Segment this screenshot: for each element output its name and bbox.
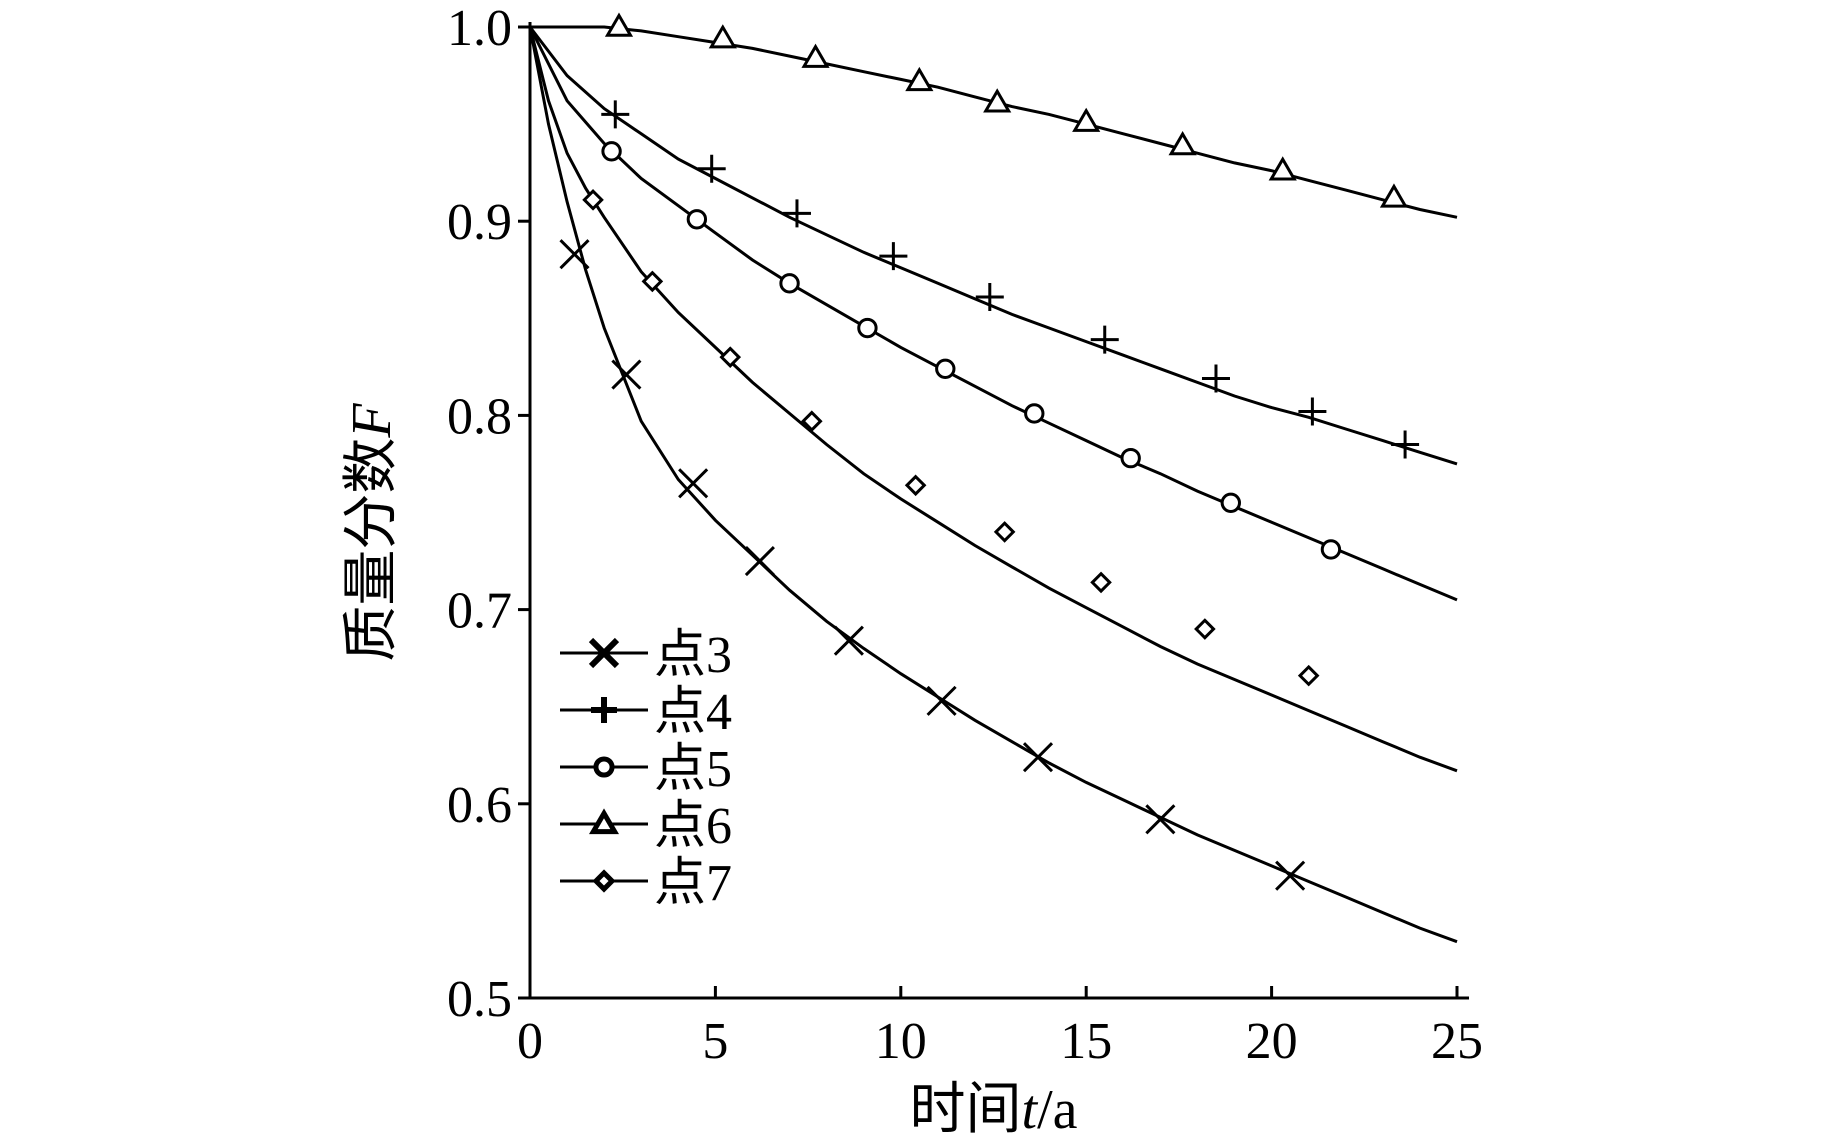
series — [528, 26, 1458, 944]
x-tick-label: 10 — [875, 1013, 927, 1070]
data-point — [582, 189, 604, 211]
data-point — [993, 521, 1016, 543]
legend-marker — [592, 869, 616, 893]
data-point — [719, 346, 742, 368]
y-tick-label: 1.0 — [447, 0, 512, 57]
data-point — [601, 100, 630, 129]
data-point — [1168, 130, 1197, 156]
axes: 0 5 10 15 20 25 0.5 0.6 0.7 0.8 0.9 1.0 — [447, 0, 1483, 1070]
data-point — [1391, 430, 1420, 459]
legend-label: 点3 — [654, 627, 732, 684]
series-line — [528, 26, 1458, 602]
y-tick-label: 0.9 — [447, 194, 512, 251]
data-point — [1275, 860, 1306, 891]
data-point — [1201, 364, 1230, 393]
data-point — [697, 154, 726, 183]
data-point — [833, 625, 864, 656]
data-point — [801, 410, 823, 433]
series-line — [528, 26, 1458, 466]
data-point — [1024, 403, 1045, 424]
legend-entry: 点4 — [560, 684, 732, 741]
data-point — [1298, 397, 1327, 426]
data-point — [1072, 107, 1101, 132]
plot-area — [528, 12, 1458, 944]
x-axis-title-variable: t — [1022, 1079, 1039, 1137]
x-axis-title: 时间t/a — [910, 1079, 1078, 1137]
data-point — [601, 141, 622, 162]
data-point — [1090, 325, 1119, 354]
data-point — [779, 273, 800, 294]
legend-entry: 点5 — [560, 741, 732, 798]
y-axis-title-prefix: 质量分数 — [341, 438, 403, 662]
data-point — [975, 282, 1004, 311]
y-tick-label: 0.6 — [447, 777, 512, 834]
legend-marker — [588, 637, 620, 669]
legend-label: 点7 — [654, 855, 732, 912]
x-tick-label: 5 — [702, 1013, 728, 1070]
data-point — [686, 209, 708, 230]
x-axis-title-prefix: 时间 — [910, 1079, 1022, 1137]
x-tick-label: 15 — [1060, 1013, 1112, 1070]
legend-label: 点6 — [654, 798, 732, 855]
x-tick-label: 20 — [1246, 1013, 1298, 1070]
legend-marker — [593, 756, 615, 778]
data-point — [1090, 571, 1112, 594]
data-point — [559, 239, 590, 270]
data-point — [879, 242, 908, 271]
data-point — [744, 545, 775, 577]
data-point — [1022, 742, 1054, 773]
series — [528, 26, 1458, 466]
series — [528, 26, 1458, 602]
series-line — [528, 26, 1458, 773]
data-point — [641, 270, 664, 293]
data-point — [782, 199, 811, 228]
legend-marker — [588, 808, 620, 835]
data-point — [983, 88, 1012, 113]
legend-entry: 点3 — [560, 627, 732, 684]
data-point — [905, 66, 934, 92]
data-point — [1220, 492, 1241, 513]
legend-label: 点4 — [654, 684, 732, 741]
data-point — [1145, 804, 1176, 835]
y-axis-title-variable: F — [341, 403, 403, 439]
y-tick-label: 0.8 — [447, 388, 512, 445]
data-point — [1120, 447, 1141, 469]
series-line — [530, 25, 1458, 219]
data-point — [1320, 539, 1342, 560]
data-point — [1194, 618, 1216, 640]
legend-marker — [591, 697, 617, 723]
data-point — [678, 468, 709, 499]
legend-label: 点5 — [654, 741, 732, 798]
data-point — [611, 359, 642, 390]
data-point — [904, 474, 927, 497]
y-tick-label: 0.5 — [447, 971, 512, 1028]
x-tick-label: 25 — [1431, 1013, 1483, 1070]
data-point — [801, 43, 830, 68]
legend-entry: 点6 — [560, 798, 732, 855]
series — [530, 12, 1458, 219]
y-axis-title: 质量分数F — [341, 403, 403, 662]
data-point — [1379, 183, 1409, 208]
data-point — [1297, 664, 1320, 687]
series — [528, 26, 1458, 773]
data-point — [708, 24, 737, 49]
data-point — [926, 685, 957, 716]
x-tick-label: 0 — [517, 1013, 543, 1070]
data-point — [857, 317, 878, 339]
legend-entry: 点7 — [560, 855, 732, 912]
data-point — [604, 12, 634, 37]
y-tick-label: 0.7 — [447, 583, 512, 640]
x-axis-title-suffix: /a — [1037, 1079, 1078, 1137]
data-point — [935, 358, 956, 379]
data-point — [1268, 156, 1297, 181]
